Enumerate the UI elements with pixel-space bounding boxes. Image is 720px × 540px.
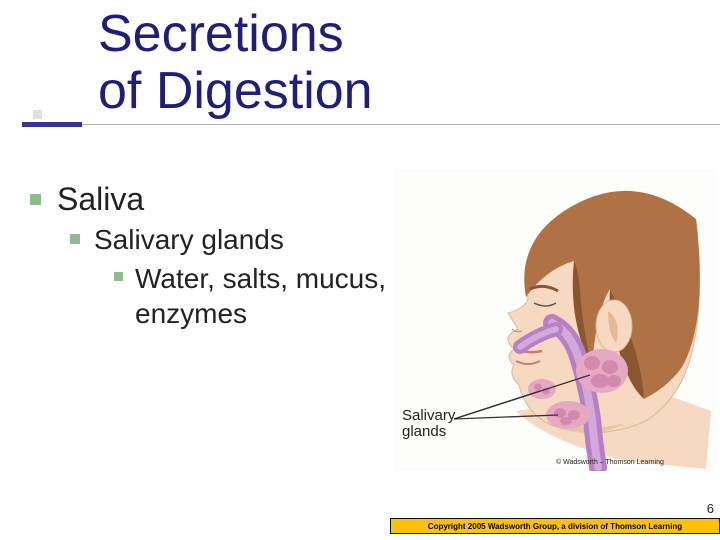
title-area: Secretions of Digestion: [0, 0, 720, 150]
illustration-label-line1: Salivary: [402, 407, 455, 424]
title-line-2: of Digestion: [98, 62, 373, 120]
page-number: 6: [707, 501, 714, 516]
bullet-icon: [70, 234, 80, 244]
bullet-text-l3: Water, salts, mucus, enzymes: [135, 261, 400, 331]
bullet-text-l1: Saliva: [57, 180, 144, 218]
bullet-icon: [30, 194, 41, 205]
illustration-label-line2: glands: [402, 423, 446, 440]
illustration-credit: © Wadsworth – Thomson Learning: [556, 459, 664, 466]
bullet-text-l2: Salivary glands: [94, 222, 284, 257]
slide-title: Secretions of Digestion: [98, 6, 373, 120]
bullet-icon: [114, 272, 123, 281]
bullet-level-2: Salivary glands: [30, 222, 400, 257]
title-accent-bar: [22, 122, 82, 127]
title-decor-square: [33, 110, 42, 119]
bullet-level-3: Water, salts, mucus, enzymes: [30, 261, 400, 331]
copyright-text: Copyright 2005 Wadsworth Group, a divisi…: [428, 522, 682, 531]
title-underline: [82, 124, 720, 125]
copyright-box: Copyright 2005 Wadsworth Group, a divisi…: [390, 518, 720, 534]
anatomy-illustration: Salivary glands © Wadsworth – Thomson Le…: [395, 170, 715, 470]
content-area: Saliva Salivary glands Water, salts, muc…: [30, 180, 400, 335]
bullet-level-1: Saliva: [30, 180, 400, 218]
title-line-1: Secretions: [98, 5, 344, 63]
